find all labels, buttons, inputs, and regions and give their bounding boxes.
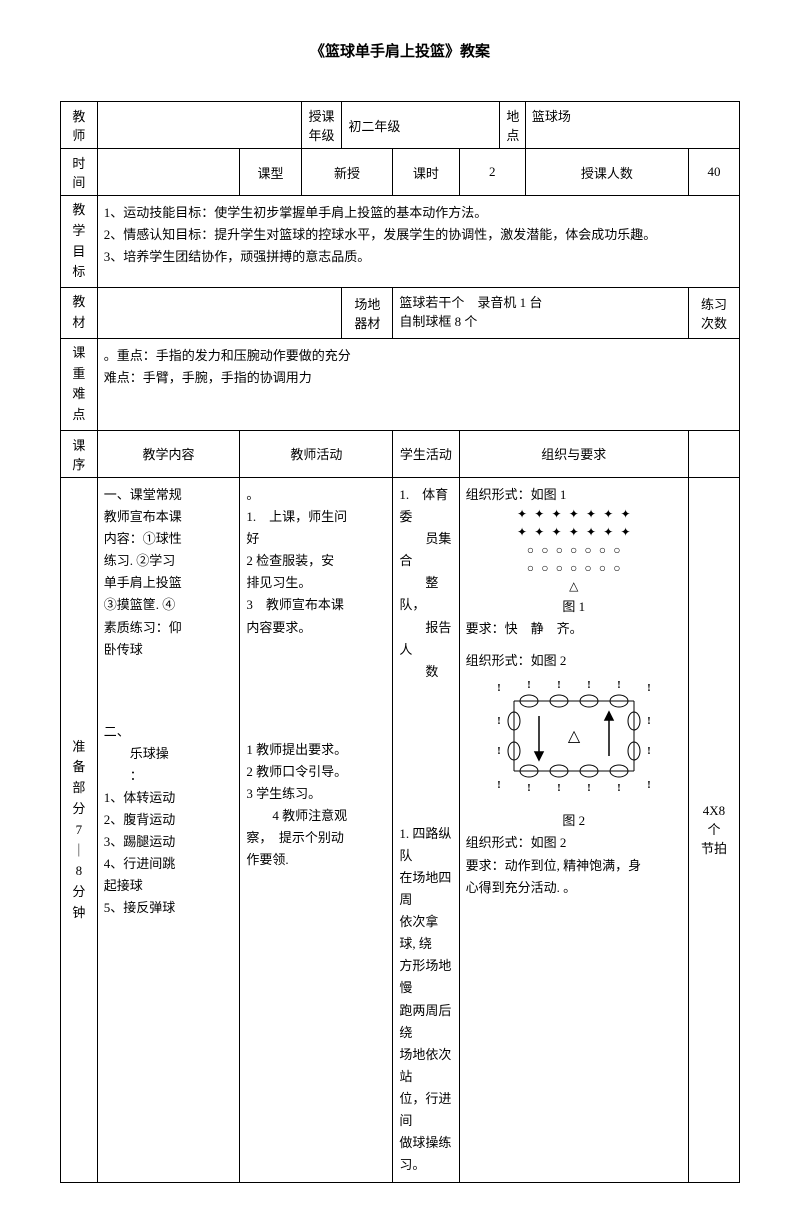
keypoint-content: 。重点：手指的发力和压腕动作要做的充分 难点：手臂，手腕，手指的协调用力 — [97, 338, 739, 430]
equip-label: 场地器材 — [342, 288, 393, 339]
header-org: 组织与要求 — [459, 430, 688, 477]
student-act-cell: 1. 体育委 员集合 整队， 报告人 数 1. 四路纵队 在场地四周 依次拿球,… — [393, 477, 459, 1182]
svg-text:△: △ — [568, 728, 581, 745]
count-val: 40 — [688, 149, 739, 196]
materials-label: 教材 — [61, 288, 98, 339]
grade-label: 授课年级 — [301, 102, 342, 149]
figure-2: △ !!!! !!!! !! !! !! !! — [484, 676, 664, 806]
teacher-act-cell: 。 1. 上课，师生问 好 2 检查服装，安 排见习生。 3 教师宣布本课 内容… — [240, 477, 393, 1182]
org-t1: 组织形式：如图 1 — [466, 484, 682, 506]
teacher-val — [97, 102, 301, 149]
svg-text:!: ! — [587, 679, 591, 691]
count-label: 授课人数 — [525, 149, 688, 196]
student-p1: 1. 体育委 员集合 整队， 报告人 数 — [399, 484, 452, 683]
org-t3: 组织形式：如图 2 — [466, 832, 682, 854]
period-label: 课时 — [393, 149, 459, 196]
teacher-p1: 。 1. 上课，师生问 好 2 检查服装，安 排见习生。 3 教师宣布本课 内容… — [246, 484, 386, 639]
teacher-p2: 1 教师提出要求。 2 教师口令引导。 3 学生练习。 4 教师注意观 察， 提… — [246, 739, 386, 872]
goals-content: 1、运动技能目标：使学生初步掌握单手肩上投篮的基本动作方法。 2、情感认知目标：… — [97, 196, 739, 288]
header-student: 学生活动 — [393, 430, 459, 477]
svg-text:!: ! — [497, 779, 501, 791]
keypoint-line: 。重点：手指的发力和压腕动作要做的充分 — [104, 345, 733, 367]
svg-text:!: ! — [617, 679, 621, 691]
teach-content-cell: 一、课堂常规 教师宣布本课 内容：①球性 练习. ②学习 单手肩上投篮 ③摸篮筐… — [97, 477, 240, 1182]
place-label: 地点 — [500, 102, 525, 149]
svg-text:!: ! — [497, 715, 501, 727]
materials-val — [97, 288, 342, 339]
org-cell: 组织形式：如图 1 ✦ ✦ ✦ ✦ ✦ ✦ ✦ ✦ ✦ ✦ ✦ ✦ ✦ ✦ ○ … — [459, 477, 688, 1182]
time-label: 时间 — [61, 149, 98, 196]
keypoint-line: 难点：手臂，手腕，手指的协调用力 — [104, 367, 733, 389]
svg-text:!: ! — [647, 682, 651, 694]
content-p2: 二、 乐球操 ： 1、体转运动 2、腹背运动 3、踢腿运动 4、行进间跳 起接球… — [104, 721, 234, 920]
period-val: 2 — [459, 149, 525, 196]
header-content: 教学内容 — [97, 430, 240, 477]
times-val: 4X8 个 节拍 — [688, 477, 739, 1182]
place-val: 篮球场 — [525, 102, 739, 149]
svg-text:!: ! — [497, 682, 501, 694]
svg-text:!: ! — [587, 782, 591, 794]
type-label: 课型 — [240, 149, 301, 196]
svg-text:!: ! — [557, 679, 561, 691]
svg-text:!: ! — [527, 679, 531, 691]
figure-1: ✦ ✦ ✦ ✦ ✦ ✦ ✦ ✦ ✦ ✦ ✦ ✦ ✦ ✦ ○ ○ ○ ○ ○ ○ … — [466, 506, 682, 596]
fig2-label: 图 2 — [466, 810, 682, 832]
header-teacher: 教师活动 — [240, 430, 393, 477]
goal-line: 2、情感认知目标：提升学生对篮球的控球水平，发展学生的协调性，激发潜能，体会成功… — [104, 224, 733, 246]
svg-text:!: ! — [617, 782, 621, 794]
fig1-label: 图 1 — [466, 596, 682, 618]
goal-line: 1、运动技能目标：使学生初步掌握单手肩上投篮的基本动作方法。 — [104, 202, 733, 224]
keypoint-label: 课重难点 — [61, 338, 98, 430]
svg-text:!: ! — [647, 745, 651, 757]
type-val: 新授 — [301, 149, 393, 196]
svg-text:!: ! — [497, 745, 501, 757]
lesson-plan-table: 教师 授课年级 初二年级 地点 篮球场 时间 课型 新授 课时 2 授课人数 4… — [60, 101, 740, 1183]
svg-text:!: ! — [557, 782, 561, 794]
teacher-label: 教师 — [61, 102, 98, 149]
svg-text:!: ! — [647, 715, 651, 727]
goal-line: 3、培养学生团结协作，顽强拼搏的意志品质。 — [104, 246, 733, 268]
svg-text:!: ! — [527, 782, 531, 794]
equip-val: 篮球若干个 录音机 1 台 自制球框 8 个 — [393, 288, 689, 339]
org-t2: 组织形式：如图 2 — [466, 650, 682, 672]
time-val — [97, 149, 240, 196]
goals-label: 教学目标 — [61, 196, 98, 288]
org-req1: 要求：快 静 齐。 — [466, 618, 682, 640]
grade-val: 初二年级 — [342, 102, 500, 149]
header-empty — [688, 430, 739, 477]
content-p1: 一、课堂常规 教师宣布本课 内容：①球性 练习. ②学习 单手肩上投篮 ③摸篮筐… — [104, 484, 234, 661]
svg-text:!: ! — [647, 779, 651, 791]
header-seq: 课序 — [61, 430, 98, 477]
times-label: 练习次数 — [688, 288, 739, 339]
student-p2: 1. 四路纵队 在场地四周 依次拿球, 绕 方形场地慢 跑两周后绕 场地依次站 … — [399, 823, 452, 1177]
org-req2: 要求：动作到位, 精神饱满，身 心得到充分活动. 。 — [466, 855, 682, 899]
page-title: 《篮球单手肩上投篮》教案 — [60, 40, 740, 61]
seq-cell: 准备部分7｜8分钟 — [61, 477, 98, 1182]
